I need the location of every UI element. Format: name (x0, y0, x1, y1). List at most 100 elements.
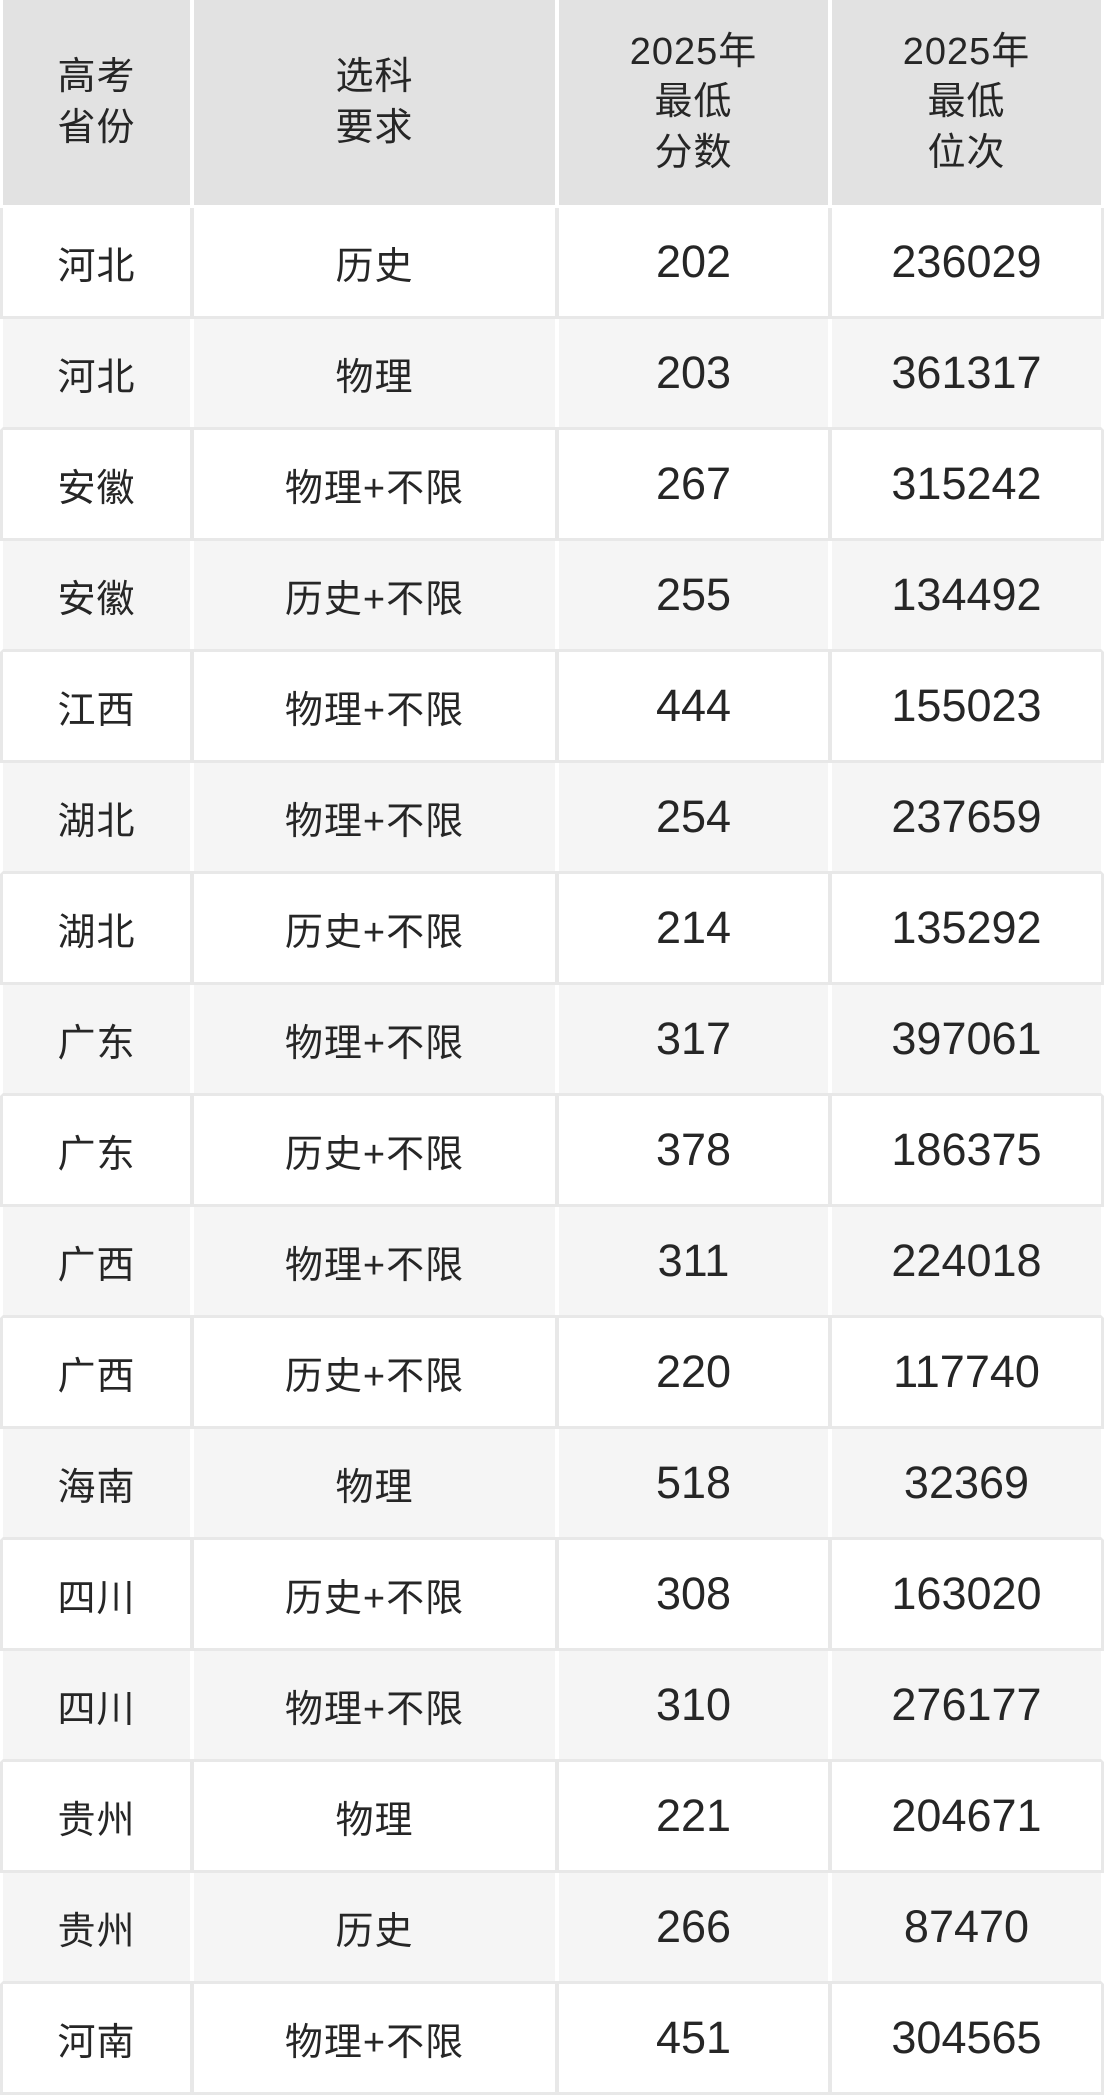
header-line: 位次 (927, 131, 1006, 174)
cell-province: 湖北 (57, 800, 136, 843)
cell-requirement: 历史+不限 (190, 541, 555, 649)
cell-requirement: 物理+不限 (190, 1984, 555, 2092)
table-row: 广东 物理+不限 317 397061 (0, 985, 1104, 1096)
table-row: 贵州 历史 266 87470 (0, 1873, 1104, 1984)
cell-province: 广西 (57, 1244, 136, 1287)
cell-min-rank: 304565 (828, 1984, 1101, 2092)
table-row: 广东 历史+不限 378 186375 (0, 1096, 1104, 1207)
cell-requirement: 物理+不限 (190, 430, 555, 538)
header-line: 要求 (335, 106, 414, 149)
header-line: 2025年 (629, 31, 758, 74)
cell-min-score: 255 (555, 541, 828, 649)
table-row: 湖北 物理+不限 254 237659 (0, 763, 1104, 874)
table-body: 河北 历史 202 236029 河北 物理 203 361317 安徽 物理+… (0, 208, 1104, 2095)
cell-min-rank: 236029 (828, 208, 1101, 316)
table-row: 安徽 历史+不限 255 134492 (0, 541, 1104, 652)
header-cell-min-rank: 2025年 最低 位次 (828, 0, 1101, 205)
cell-requirement: 物理+不限 (190, 1207, 555, 1315)
cell-min-score: 221 (555, 1762, 828, 1870)
cell-min-score: 518 (555, 1429, 828, 1537)
header-line: 分数 (654, 131, 733, 174)
cell-min-rank: 204671 (828, 1762, 1101, 1870)
cell-requirement: 历史 (190, 208, 555, 316)
table-row: 湖北 历史+不限 214 135292 (0, 874, 1104, 985)
cell-min-rank: 237659 (828, 763, 1101, 871)
cell-min-score: 317 (555, 985, 828, 1093)
cell-province: 海南 (57, 1466, 136, 1509)
table-row: 贵州 物理 221 204671 (0, 1762, 1104, 1873)
cell-min-score: 202 (555, 208, 828, 316)
table-row: 河北 历史 202 236029 (0, 208, 1104, 319)
cell-requirement: 物理+不限 (190, 763, 555, 871)
cell-min-score: 214 (555, 874, 828, 982)
cell-min-rank: 32369 (828, 1429, 1101, 1537)
cell-min-rank: 361317 (828, 319, 1101, 427)
table-row: 江西 物理+不限 444 155023 (0, 652, 1104, 763)
cell-province: 广西 (57, 1355, 136, 1398)
table-row: 广西 物理+不限 311 224018 (0, 1207, 1104, 1318)
header-line: 高考 (57, 56, 136, 99)
table-row: 四川 历史+不限 308 163020 (0, 1540, 1104, 1651)
table-header-row: 高考 省份 选科 要求 2025年 最低 分数 2025年 最低 位次 (0, 0, 1104, 208)
cell-min-score: 310 (555, 1651, 828, 1759)
cell-province: 河北 (57, 356, 136, 399)
cell-requirement: 历史+不限 (190, 1096, 555, 1204)
cell-min-rank: 315242 (828, 430, 1101, 538)
header-line: 最低 (654, 81, 733, 124)
cell-requirement: 物理 (190, 1762, 555, 1870)
cell-province: 广东 (57, 1022, 136, 1065)
table-row: 河北 物理 203 361317 (0, 319, 1104, 430)
cell-min-score: 308 (555, 1540, 828, 1648)
table-row: 四川 物理+不限 310 276177 (0, 1651, 1104, 1762)
cell-requirement: 物理 (190, 1429, 555, 1537)
cell-min-rank: 135292 (828, 874, 1101, 982)
cell-min-rank: 397061 (828, 985, 1101, 1093)
cell-province: 贵州 (57, 1799, 136, 1842)
cell-min-rank: 186375 (828, 1096, 1101, 1204)
cell-min-rank: 87470 (828, 1873, 1101, 1981)
cell-min-rank: 163020 (828, 1540, 1101, 1648)
header-line: 2025年 (902, 31, 1031, 74)
cell-min-score: 266 (555, 1873, 828, 1981)
cell-min-rank: 276177 (828, 1651, 1101, 1759)
header-line: 选科 (335, 56, 414, 99)
cell-requirement: 物理+不限 (190, 1651, 555, 1759)
cell-min-rank: 155023 (828, 652, 1101, 760)
cell-province: 广东 (57, 1133, 136, 1176)
header-cell-province: 高考 省份 (3, 0, 190, 205)
cell-province: 湖北 (57, 911, 136, 954)
cell-requirement: 历史+不限 (190, 1540, 555, 1648)
cell-province: 江西 (57, 689, 136, 732)
cell-province: 四川 (57, 1688, 136, 1731)
cell-province: 安徽 (57, 578, 136, 621)
cell-requirement: 物理 (190, 319, 555, 427)
header-cell-requirement: 选科 要求 (190, 0, 555, 205)
cell-min-score: 267 (555, 430, 828, 538)
cell-min-score: 378 (555, 1096, 828, 1204)
header-line: 最低 (927, 81, 1006, 124)
cell-min-score: 220 (555, 1318, 828, 1426)
cell-min-score: 254 (555, 763, 828, 871)
cell-requirement: 历史+不限 (190, 874, 555, 982)
header-line: 省份 (57, 106, 136, 149)
cell-province: 河北 (57, 245, 136, 288)
cell-requirement: 历史+不限 (190, 1318, 555, 1426)
cell-min-rank: 224018 (828, 1207, 1101, 1315)
header-cell-min-score: 2025年 最低 分数 (555, 0, 828, 205)
cell-min-rank: 117740 (828, 1318, 1101, 1426)
cell-min-score: 451 (555, 1984, 828, 2092)
cell-min-score: 444 (555, 652, 828, 760)
cell-min-rank: 134492 (828, 541, 1101, 649)
table-row: 海南 物理 518 32369 (0, 1429, 1104, 1540)
cell-province: 河南 (57, 2021, 136, 2064)
table-row: 安徽 物理+不限 267 315242 (0, 430, 1104, 541)
cell-min-score: 311 (555, 1207, 828, 1315)
cell-province: 贵州 (57, 1910, 136, 1953)
cell-requirement: 物理+不限 (190, 985, 555, 1093)
cell-province: 安徽 (57, 467, 136, 510)
cell-requirement: 物理+不限 (190, 652, 555, 760)
cell-min-score: 203 (555, 319, 828, 427)
table-row: 广西 历史+不限 220 117740 (0, 1318, 1104, 1429)
cell-requirement: 历史 (190, 1873, 555, 1981)
